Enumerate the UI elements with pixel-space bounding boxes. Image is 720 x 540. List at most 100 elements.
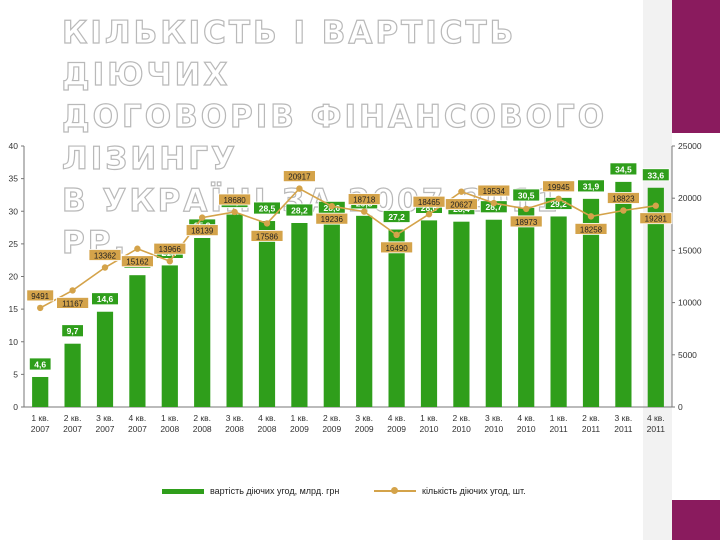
- bar: [485, 219, 502, 407]
- bar-data-label: 27,2: [388, 212, 405, 222]
- legend-item-line: кількість діючих угод, шт.: [374, 486, 526, 496]
- legend-swatch-bars: [162, 488, 204, 494]
- legend-item-bars: вартість діючих угод, млрд. грн: [162, 486, 339, 496]
- bar-label-box: [609, 162, 638, 176]
- line-label-box: [347, 193, 381, 205]
- x-tick-label-quarter: 2 кв.: [64, 413, 82, 423]
- line-label-box: [121, 255, 154, 268]
- line-label-box: [477, 184, 511, 197]
- line-point: [555, 195, 562, 202]
- bar: [64, 343, 81, 407]
- x-tick-label-quarter: 4 кв.: [647, 413, 665, 423]
- line-label-box: [88, 249, 122, 261]
- x-tick-label-year: 2008: [258, 424, 277, 434]
- legend-swatch-line: [374, 487, 416, 494]
- x-tick-label-quarter: 2 кв.: [453, 413, 471, 423]
- bar-data-label: 31,9: [583, 181, 600, 191]
- x-tick-label-year: 2011: [582, 424, 601, 434]
- y-left-tick-label: 10: [9, 337, 19, 347]
- x-tick-label-year: 2009: [387, 424, 406, 434]
- bar: [518, 207, 535, 407]
- line-label-box: [153, 242, 187, 255]
- line-label-box: [282, 170, 316, 183]
- bar-data-label: 4,6: [34, 359, 46, 369]
- line-data-label: 18718: [353, 196, 376, 205]
- bar-data-label: 28,5: [259, 204, 276, 214]
- bar: [161, 265, 178, 407]
- bar-data-label: 28,2: [291, 205, 308, 215]
- y-left-tick-label: 15: [9, 304, 19, 314]
- line-point: [425, 211, 433, 218]
- x-tick-label-quarter: 3 кв.: [615, 413, 633, 423]
- line-data-label: 11167: [62, 299, 84, 308]
- line-label-box: [185, 224, 219, 237]
- x-tick-label-year: 2010: [517, 424, 536, 434]
- line-point: [328, 202, 335, 210]
- x-tick-label-quarter: 1 кв.: [161, 413, 179, 423]
- series-line: [39, 187, 656, 309]
- line-label-box: [444, 198, 478, 211]
- bar: [258, 221, 276, 407]
- bar: [356, 215, 373, 407]
- line-data-label: 9491: [31, 292, 49, 301]
- bar: [194, 238, 211, 407]
- bar: [388, 229, 405, 407]
- x-tick-label-year: 2010: [420, 424, 439, 434]
- x-tick-label-year: 2011: [614, 424, 633, 434]
- x-tick-label-year: 2008: [160, 424, 179, 434]
- y-right-tick-label: 5000: [678, 350, 697, 360]
- x-tick-label-quarter: 2 кв.: [582, 413, 600, 423]
- x-tick-label-quarter: 4 кв.: [258, 413, 276, 423]
- line-data-label: 15162: [126, 258, 149, 267]
- bar-data-label: 28,7: [486, 202, 503, 212]
- x-tick-label-quarter: 4 кв.: [129, 413, 147, 423]
- line-label-box: [26, 289, 54, 302]
- bar-data-label: 29,2: [550, 199, 567, 209]
- bar-label-box: [285, 203, 314, 217]
- bar: [323, 220, 340, 407]
- y-right-tick-label: 20000: [678, 193, 702, 203]
- line-point: [69, 287, 76, 294]
- x-tick-label-quarter: 2 кв.: [323, 413, 341, 423]
- bar: [291, 222, 308, 407]
- line-data-label: 20917: [288, 173, 311, 182]
- bar-data-label: 14,6: [97, 294, 114, 304]
- line-data-label: 19534: [483, 187, 506, 196]
- line-point: [37, 304, 44, 312]
- line-data-label: 13362: [94, 252, 117, 261]
- x-tick-label-year: 2011: [647, 424, 666, 434]
- title-line-1: КІЛЬКІСТЬ І ВАРТІСТЬ ДІЮЧИХ: [61, 14, 517, 93]
- accent-stripe-bottom: [672, 500, 720, 540]
- x-tick-label-year: 2007: [96, 424, 115, 434]
- x-tick-label-year: 2009: [322, 424, 341, 434]
- line-point: [296, 185, 303, 192]
- line-label-box: [639, 212, 673, 225]
- line-point: [587, 213, 595, 220]
- x-tick-label-quarter: 3 кв.: [485, 413, 503, 423]
- bar-label-box: [382, 210, 411, 223]
- accent-stripe-top: [672, 0, 720, 133]
- line-point: [652, 202, 659, 209]
- line-point: [523, 205, 530, 213]
- line-point: [263, 220, 271, 227]
- bar: [420, 220, 438, 407]
- line-point: [620, 207, 627, 214]
- bar-data-label: 9,7: [67, 326, 79, 336]
- legend-label-bars: вартість діючих угод, млрд. грн: [210, 486, 340, 496]
- line-point: [458, 188, 465, 195]
- legend-label-line: кількість діючих угод, шт.: [422, 486, 526, 496]
- line-data-label: 18680: [223, 196, 246, 205]
- y-right-tick-label: 10000: [678, 298, 702, 308]
- line-point: [101, 264, 109, 271]
- bar-label-box: [91, 292, 119, 306]
- bar-label-box: [61, 324, 84, 338]
- line-label-box: [607, 192, 640, 204]
- x-tick-label-quarter: 1 кв.: [291, 413, 309, 423]
- line-point: [134, 245, 141, 252]
- x-tick-label-quarter: 1 кв.: [420, 413, 438, 423]
- line-point: [490, 199, 497, 207]
- x-tick-label-quarter: 2 кв.: [193, 413, 211, 423]
- line-label-box: [218, 193, 252, 206]
- chart: 0 5 10 15 20 25 30 35 40 0 5000 10000 15000 20000 2500…: [9, 141, 702, 434]
- bar-label-box: [642, 168, 670, 182]
